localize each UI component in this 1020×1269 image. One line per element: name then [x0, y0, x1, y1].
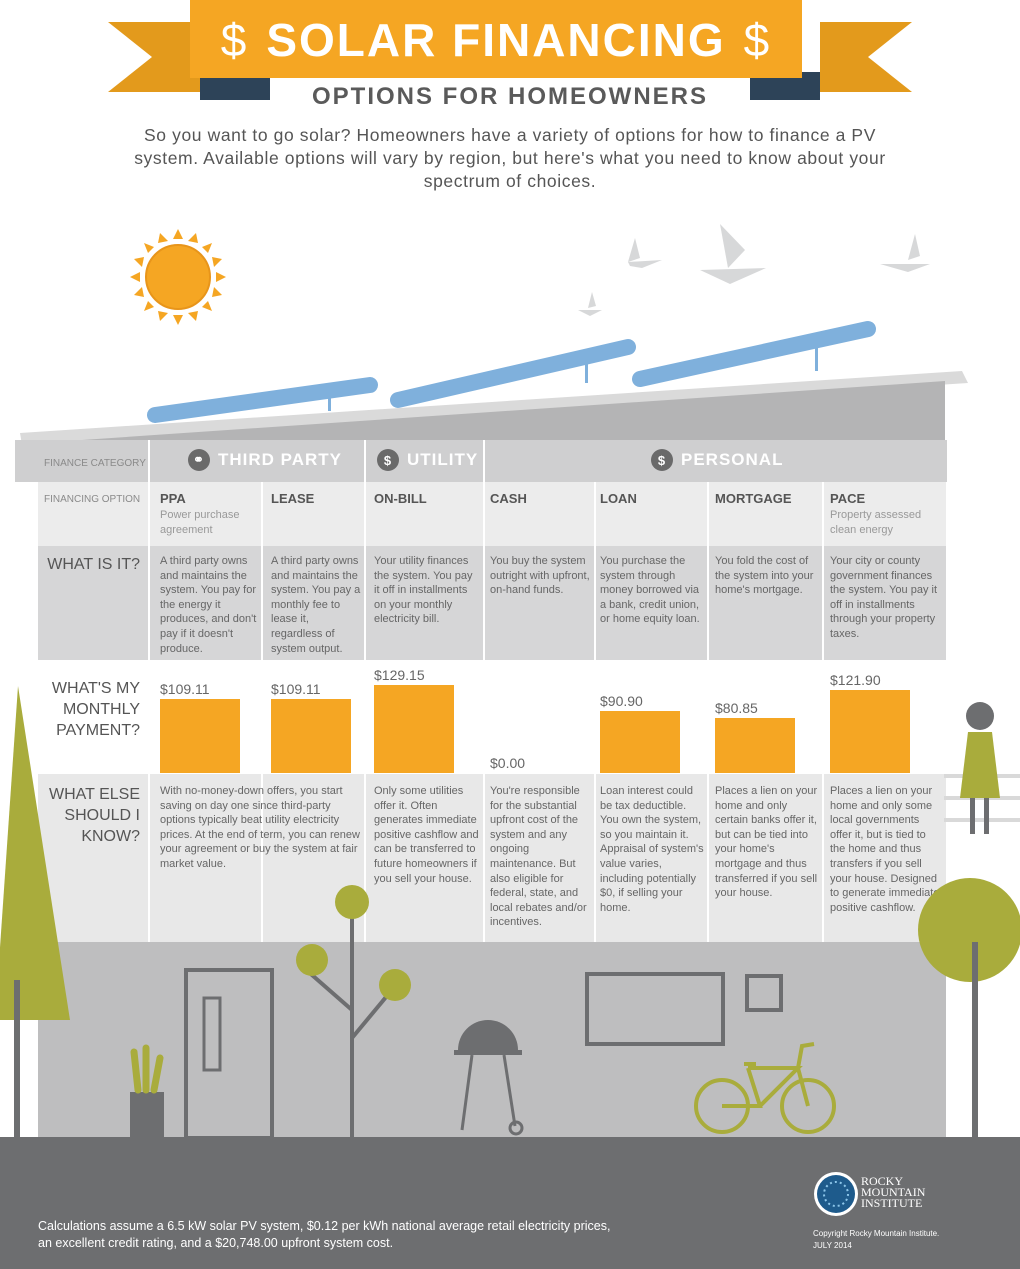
calculation-note: Calculations assume a 6.5 kW solar PV sy… — [38, 1218, 610, 1252]
payment-bar — [160, 698, 240, 773]
option-cash: CASH — [490, 491, 590, 506]
option-ppa: PPA Power purchase agreement — [160, 491, 256, 538]
payment-bar — [271, 698, 351, 773]
payment-label: $90.90 — [600, 693, 643, 710]
what-cash: You buy the system outright with upfront… — [490, 555, 590, 597]
note-line-2: an excellent credit rating, and a $20,74… — [38, 1236, 394, 1250]
payment-label: $129.15 — [374, 667, 425, 684]
monthly-payment-label: WHAT'S MY MONTHLY PAYMENT? — [51, 680, 140, 739]
roof-solar-panels-graphic — [20, 321, 968, 445]
sun-icon — [130, 229, 226, 325]
finance-category-row — [15, 440, 947, 482]
what-is-it-row — [38, 546, 946, 660]
rmi-wordmark: ROCKY MOUNTAIN INSTITUTE — [861, 1174, 926, 1210]
category-personal: $ PERSONAL — [651, 449, 783, 471]
house-scene-graphic — [0, 686, 1020, 1142]
what-else-label: WHAT ELSE SHOULD I KNOW? — [49, 786, 140, 845]
financing-option-label: FINANCING OPTION — [44, 494, 141, 505]
option-name: LOAN — [600, 491, 637, 506]
know-mortgage: Places a lien on your home and only cert… — [715, 785, 818, 900]
logo-line: INSTITUTE — [861, 1196, 923, 1210]
payment-label: $121.90 — [830, 672, 881, 689]
payment-label: $109.11 — [160, 680, 210, 697]
dollar-left: $ — [220, 14, 249, 66]
option-name: LEASE — [271, 491, 315, 506]
banner-ribbon-graphic — [108, 0, 912, 100]
what-ppa: A third party owns and maintains the sys… — [160, 555, 257, 655]
column-divider — [822, 482, 824, 942]
copyright-text: Copyright Rocky Mountain Institute. JULY… — [813, 1228, 939, 1252]
rmi-globe-logo — [814, 1172, 858, 1216]
dollar-right: $ — [743, 14, 772, 66]
copyright-line: Copyright Rocky Mountain Institute. — [813, 1229, 940, 1238]
option-subtitle: Property assessed clean energy — [830, 509, 922, 536]
column-divider — [707, 482, 709, 942]
intro-paragraph: So you want to go solar? Homeowners have… — [134, 125, 886, 191]
payment-bar — [715, 718, 795, 773]
payment-bar — [374, 685, 454, 773]
what-on-bill: Your utility finances the system. You pa… — [374, 555, 473, 626]
what-pace: Your city or county government finances … — [830, 555, 938, 640]
option-name: PPA — [160, 491, 186, 506]
option-subtitle: Power purchase agreement — [160, 509, 240, 536]
link-icon: ⚭ — [188, 449, 210, 471]
piggy-bank-icon: $ — [651, 449, 673, 471]
know-loan: Loan interest could be tax deductible. Y… — [600, 785, 704, 914]
column-divider — [148, 440, 150, 942]
payment-bar — [830, 690, 910, 773]
option-lease: LEASE — [271, 491, 361, 506]
payment-label: $80.85 — [715, 700, 758, 717]
what-loan: You purchase the system through money bo… — [600, 555, 700, 626]
option-loan: LOAN — [600, 491, 700, 506]
lightbulb-dollar-icon: $ — [377, 449, 399, 471]
payment-label: $0.00 — [490, 755, 526, 771]
category-third-party: ⚭ THIRD PARTY — [188, 449, 342, 471]
column-divider — [261, 482, 263, 942]
know-on-bill: Only some utilities offer it. Often gene… — [374, 785, 479, 885]
what-lease: A third party owns and maintains the sys… — [271, 555, 361, 655]
category-utility: $ UTILITY — [377, 449, 478, 471]
option-name: MORTGAGE — [715, 491, 792, 506]
note-line-1: Calculations assume a 6.5 kW solar PV sy… — [38, 1219, 611, 1233]
know-cash: You're responsible for the substantial u… — [490, 785, 587, 929]
option-name: ON-BILL — [374, 491, 427, 506]
category-label: UTILITY — [407, 450, 479, 469]
option-name: PACE — [830, 491, 866, 506]
category-label: PERSONAL — [681, 450, 784, 469]
birds-graphic — [578, 224, 930, 316]
column-divider — [483, 440, 485, 942]
payment-label: $109.11 — [271, 680, 321, 697]
option-name: CASH — [490, 491, 527, 506]
what-else-row — [38, 774, 946, 942]
what-mortgage: You fold the cost of the system into you… — [715, 555, 814, 597]
logo-line: ROCKY — [861, 1174, 904, 1188]
column-divider — [594, 482, 596, 942]
logo-line: MOUNTAIN — [861, 1185, 926, 1199]
payment-bar — [600, 711, 680, 773]
option-on-bill: ON-BILL — [374, 491, 474, 506]
copyright-date: JULY 2014 — [813, 1241, 852, 1250]
column-divider — [364, 440, 366, 942]
financing-option-row — [38, 482, 946, 546]
title-text: SOLAR FINANCING — [266, 14, 726, 66]
option-pace: PACE Property assessed clean energy — [830, 491, 930, 538]
category-label: THIRD PARTY — [218, 450, 343, 469]
page-title: $ SOLAR FINANCING $ — [190, 8, 802, 72]
page-subtitle: OPTIONS FOR HOMEOWNERS — [311, 83, 708, 110]
finance-category-label: FINANCE CATEGORY — [44, 458, 146, 469]
what-is-it-label: WHAT IS IT? — [47, 556, 140, 573]
option-mortgage: MORTGAGE — [715, 491, 815, 506]
know-pace: Places a lien on your home and only some… — [830, 785, 940, 914]
know-third-party: With no-money-down offers, you start sav… — [160, 785, 360, 870]
